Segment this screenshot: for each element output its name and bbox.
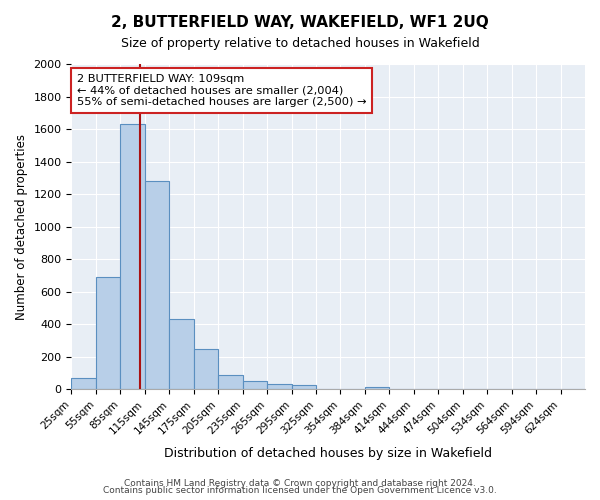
Y-axis label: Number of detached properties: Number of detached properties: [15, 134, 28, 320]
X-axis label: Distribution of detached houses by size in Wakefield: Distribution of detached houses by size …: [164, 447, 492, 460]
Bar: [145, 181, 169, 390]
Bar: [243, 381, 268, 390]
Bar: [218, 374, 243, 390]
Bar: [268, 384, 292, 390]
Bar: [71, 378, 96, 390]
Text: Size of property relative to detached houses in Wakefield: Size of property relative to detached ho…: [121, 38, 479, 51]
Text: Contains HM Land Registry data © Crown copyright and database right 2024.: Contains HM Land Registry data © Crown c…: [124, 478, 476, 488]
Bar: [292, 385, 316, 390]
Bar: [194, 348, 218, 390]
Text: 2, BUTTERFIELD WAY, WAKEFIELD, WF1 2UQ: 2, BUTTERFIELD WAY, WAKEFIELD, WF1 2UQ: [111, 15, 489, 30]
Bar: [365, 387, 389, 390]
Bar: [96, 277, 121, 390]
Text: 2 BUTTERFIELD WAY: 109sqm
← 44% of detached houses are smaller (2,004)
55% of se: 2 BUTTERFIELD WAY: 109sqm ← 44% of detac…: [77, 74, 366, 107]
Bar: [121, 124, 145, 390]
Text: Contains public sector information licensed under the Open Government Licence v3: Contains public sector information licen…: [103, 486, 497, 495]
Bar: [169, 320, 194, 390]
